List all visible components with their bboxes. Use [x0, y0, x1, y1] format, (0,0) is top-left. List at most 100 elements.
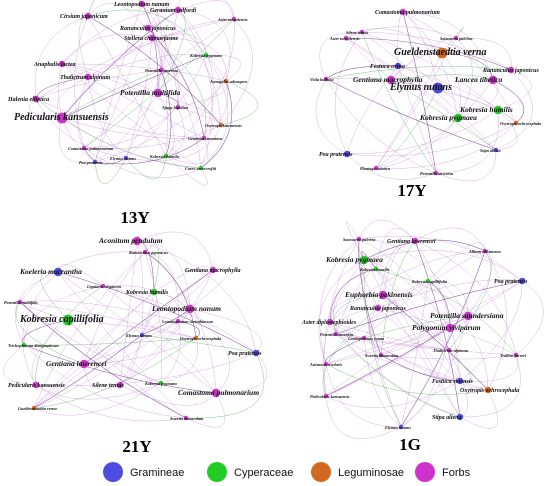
network-edge — [165, 155, 208, 186]
network-edge — [83, 18, 235, 149]
node-label: Lancea tibetica — [454, 75, 503, 84]
network-edge — [363, 239, 486, 261]
network-edge — [61, 63, 179, 108]
network-edge — [61, 63, 205, 139]
node-polygonum-viviparum: Polygonum viviparum — [412, 323, 481, 333]
network-edge — [185, 392, 226, 428]
network-edge — [102, 285, 217, 394]
network-edge — [380, 240, 416, 356]
node-dot — [425, 278, 431, 284]
network-edge — [345, 26, 457, 39]
node-dot — [158, 67, 164, 73]
node-potentilla-multifida: Potentilla multifida — [4, 299, 38, 305]
node-label: Oxytropis ochrocephala — [460, 388, 519, 394]
network-edge — [361, 259, 382, 356]
node-label: Allium sikkimense — [468, 249, 501, 254]
network-edge — [325, 65, 399, 80]
node-dot — [343, 150, 351, 158]
network-edge — [157, 69, 170, 94]
node-label: Saussurea pulchra — [343, 237, 375, 242]
network-edge — [61, 34, 153, 65]
node-trichophorum-distigmaticum: Trichophorum distigmaticum — [8, 342, 59, 348]
node-dot — [507, 66, 515, 74]
network-edge — [390, 79, 497, 151]
network-edge — [441, 52, 461, 119]
node-dot — [453, 35, 459, 41]
node-dot — [378, 352, 384, 358]
node-kobresia-pygmaea: Kobresia pygmaea — [144, 380, 177, 386]
node-stipa-aliena: Stipa aliena — [480, 147, 501, 153]
network-edge — [363, 250, 523, 282]
node-label: Kobresia pygmaea — [419, 113, 477, 122]
network-edge — [325, 380, 461, 408]
network-edge — [147, 26, 166, 71]
network-edge — [397, 65, 517, 124]
node-ranunculus-japonicus: Ranunculus japonicus — [129, 249, 168, 255]
network-edge — [380, 327, 451, 356]
network-edge — [363, 337, 489, 391]
node-dot — [323, 76, 329, 82]
network-edge — [319, 31, 363, 80]
network-edge — [189, 308, 262, 354]
network-edge — [322, 307, 379, 397]
node-dot — [513, 352, 519, 358]
network-edge — [61, 117, 202, 169]
node-kobresia-pygmaea: Kobresia pygmaea — [419, 113, 477, 123]
node-elymus-nutans: Elymus nutans — [109, 155, 136, 161]
network-edge — [215, 352, 267, 394]
node-label: Pedicularis kansuensis — [14, 112, 109, 123]
network-edge — [33, 320, 179, 409]
network-edge — [427, 280, 469, 317]
network-edge — [455, 37, 512, 71]
node-silene-tenuis: Silene tenuis — [92, 381, 125, 389]
node-label: Lamiophlomis rotata — [347, 336, 384, 341]
node-ranunculus-japonicus: Ranunculus japonicus — [349, 304, 407, 312]
network-edge — [151, 37, 207, 139]
node-dot — [116, 381, 124, 389]
node-label: Gentiana macrophylla — [353, 75, 423, 84]
node-dot — [158, 380, 164, 386]
node-ajuga-lupulina: Ajuga lupulina — [161, 104, 188, 110]
network-edge — [459, 389, 498, 429]
network-edge — [334, 31, 363, 155]
node-kobresia-pygmaea: Kobresia pygmaea — [325, 255, 383, 265]
node-label: Thalictrum alpinum — [60, 75, 111, 81]
node-label: Stipa aliena — [432, 415, 462, 421]
node-dot — [209, 266, 217, 274]
node-dot — [374, 304, 382, 312]
node-dot — [445, 323, 455, 333]
node-label: Elymus nutans — [125, 333, 152, 338]
network-edge — [177, 9, 231, 82]
node-dot — [488, 75, 498, 85]
network-edge — [83, 320, 179, 365]
network-edge — [165, 137, 209, 165]
network-edge — [329, 321, 461, 418]
network-edge — [102, 285, 257, 354]
network-edge — [380, 354, 461, 382]
node-label: Ligularia virgaurea — [86, 284, 121, 289]
node-cirsium-japonicum: Cirsium japonicum — [60, 12, 108, 20]
node-pedicularis-kansuensis: Pedicularis kansuensis — [8, 381, 66, 389]
network-edge — [147, 0, 181, 29]
network-edge — [390, 74, 494, 81]
network-edge — [125, 124, 222, 161]
network-edge — [325, 315, 469, 365]
node-geranium-wilfordi: Geranium wilfordi — [150, 6, 197, 14]
node-poa-pratensis: Poa pratensis — [228, 349, 262, 357]
node-label: Ajuga lupulina — [161, 105, 188, 110]
network-edge — [325, 395, 402, 439]
network-edge — [427, 280, 451, 329]
network-edge — [335, 333, 517, 356]
node-silene-tenuis: Silene tenuis — [346, 29, 369, 35]
network-edge — [3, 344, 37, 386]
network-edge — [435, 109, 499, 174]
network-edge — [397, 65, 437, 174]
node-label: Silene tenuis — [346, 30, 369, 35]
node-label: Gentiana lawrencei — [387, 239, 436, 245]
network-edge — [19, 251, 146, 303]
node-dot — [484, 386, 492, 394]
node-ligularia-virgaurea: Ligularia virgaurea — [86, 283, 121, 289]
node-dot — [100, 283, 106, 289]
network-edge — [358, 219, 416, 242]
